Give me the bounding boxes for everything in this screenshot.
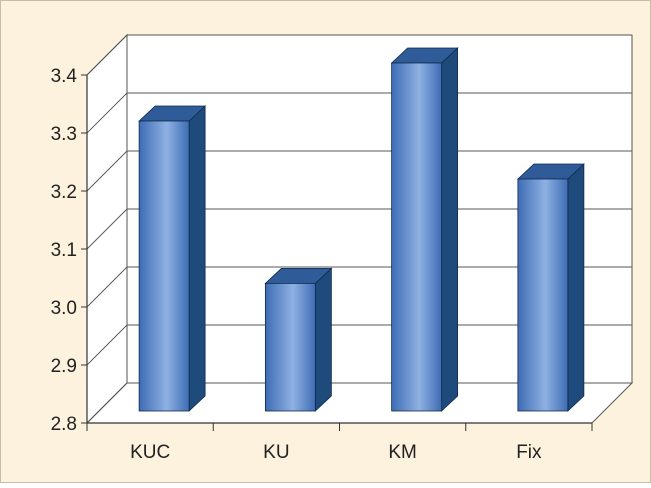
axes	[86, 75, 593, 431]
bar	[138, 105, 207, 412]
bar-side	[314, 267, 332, 412]
gridline	[86, 382, 632, 424]
axis-labels: 2.8 2.9 3.0 3.1 3.2 3.3 3.4 KUC KU KM Fix	[51, 66, 542, 463]
bar-front	[264, 282, 316, 412]
y-tick-label: 3.4	[51, 66, 78, 87]
gridline	[86, 324, 632, 366]
x-tick-label: KUC	[130, 442, 170, 463]
bar-side	[567, 163, 585, 412]
bar-side	[441, 47, 459, 412]
x-tick-label: KM	[388, 442, 417, 463]
y-tick-label: 2.8	[51, 414, 77, 435]
x-tick-label: Fix	[516, 442, 542, 463]
bar-front	[138, 120, 190, 412]
gridline	[86, 266, 632, 308]
bar	[390, 47, 459, 412]
bar-front	[517, 178, 569, 412]
y-tick-label: 3.2	[51, 182, 77, 203]
gridline	[86, 150, 632, 192]
gridlines	[81, 34, 632, 424]
y-tick-label: 3.0	[51, 298, 77, 319]
gridline	[86, 208, 632, 250]
bar	[264, 267, 333, 412]
bars	[138, 47, 585, 412]
x-tick-label: KU	[263, 442, 289, 463]
y-tick-label: 3.1	[51, 240, 77, 261]
bar-side	[188, 105, 206, 412]
bar	[516, 163, 585, 412]
y-tick-label: 2.9	[51, 356, 77, 377]
y-tick-label: 3.3	[51, 124, 77, 145]
gridline	[86, 34, 632, 76]
bar-front	[391, 62, 443, 412]
gridline	[86, 92, 632, 134]
